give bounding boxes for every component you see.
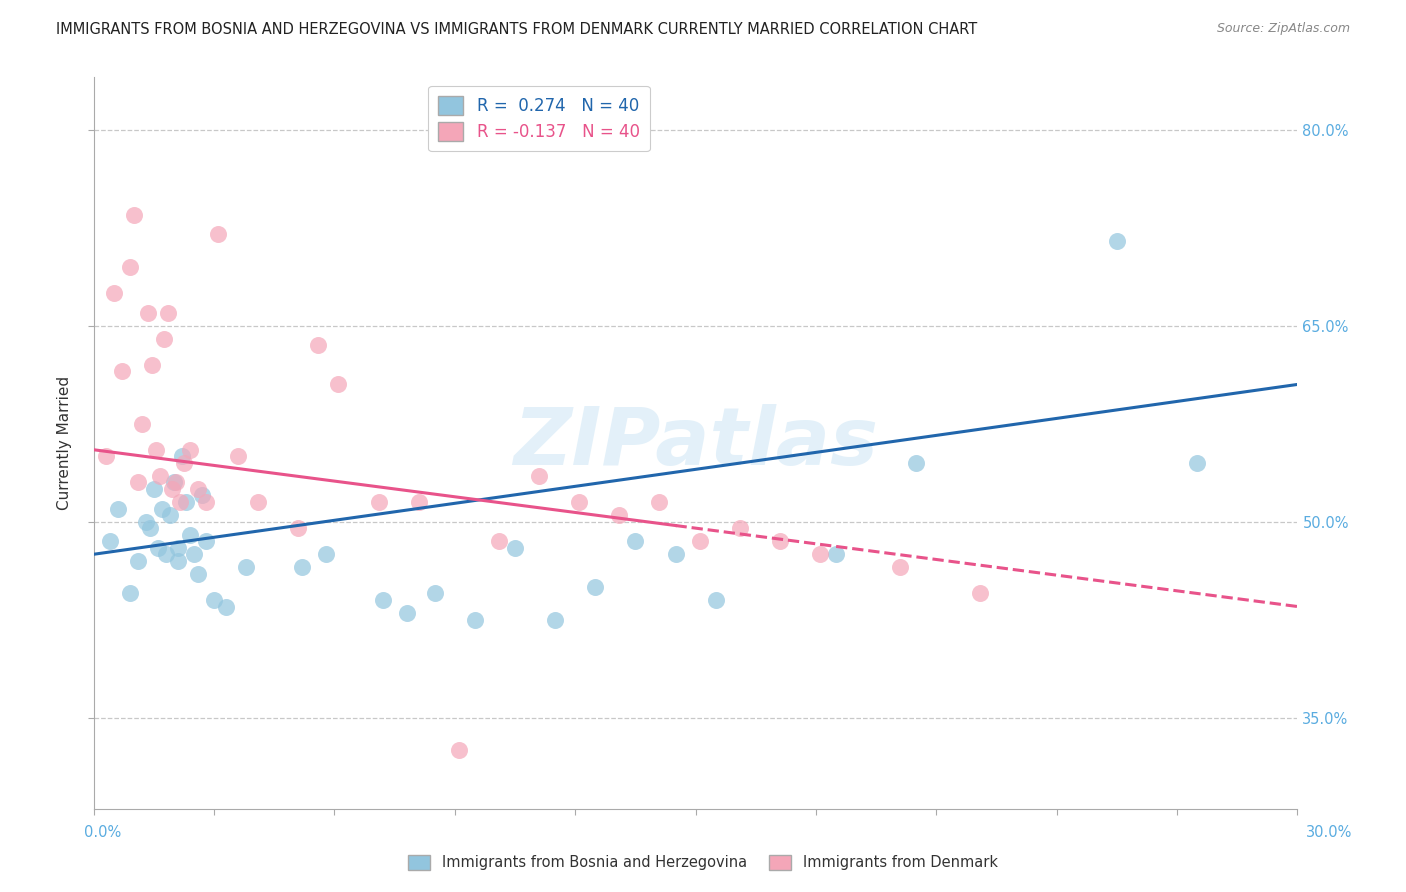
- Point: [195, 495, 218, 509]
- Point: [169, 495, 191, 509]
- Point: [315, 547, 337, 561]
- Point: [609, 508, 631, 522]
- Point: [1105, 234, 1128, 248]
- Point: [167, 541, 190, 555]
- Point: [969, 586, 991, 600]
- Point: [149, 468, 172, 483]
- Point: [187, 566, 209, 581]
- Point: [215, 599, 238, 614]
- Point: [139, 521, 162, 535]
- Point: [136, 305, 159, 319]
- Point: [156, 305, 179, 319]
- Point: [527, 468, 550, 483]
- Point: [170, 450, 193, 464]
- Point: [145, 442, 167, 457]
- Point: [769, 534, 792, 549]
- Text: Source: ZipAtlas.com: Source: ZipAtlas.com: [1216, 22, 1350, 36]
- Y-axis label: Currently Married: Currently Married: [58, 376, 72, 510]
- Point: [107, 501, 129, 516]
- Legend: R =  0.274   N = 40, R = -0.137   N = 40: R = 0.274 N = 40, R = -0.137 N = 40: [429, 86, 650, 151]
- Point: [135, 515, 157, 529]
- Point: [195, 534, 218, 549]
- Point: [226, 450, 249, 464]
- Point: [160, 482, 183, 496]
- Point: [118, 586, 141, 600]
- Point: [689, 534, 711, 549]
- Point: [423, 586, 446, 600]
- Point: [179, 527, 201, 541]
- Point: [142, 482, 165, 496]
- Point: [307, 338, 329, 352]
- Point: [98, 534, 121, 549]
- Point: [287, 521, 309, 535]
- Point: [447, 743, 470, 757]
- Point: [464, 613, 486, 627]
- Text: 0.0%: 0.0%: [84, 825, 121, 839]
- Point: [122, 208, 145, 222]
- Point: [371, 593, 394, 607]
- Point: [167, 554, 190, 568]
- Point: [704, 593, 727, 607]
- Point: [187, 482, 209, 496]
- Point: [165, 475, 187, 490]
- Point: [808, 547, 831, 561]
- Point: [648, 495, 671, 509]
- Point: [583, 580, 606, 594]
- Point: [408, 495, 430, 509]
- Point: [127, 475, 149, 490]
- Text: IMMIGRANTS FROM BOSNIA AND HERZEGOVINA VS IMMIGRANTS FROM DENMARK CURRENTLY MARR: IMMIGRANTS FROM BOSNIA AND HERZEGOVINA V…: [56, 22, 977, 37]
- Point: [889, 560, 911, 574]
- Point: [94, 450, 117, 464]
- Point: [202, 593, 225, 607]
- Point: [624, 534, 647, 549]
- Point: [488, 534, 510, 549]
- Point: [247, 495, 270, 509]
- Point: [131, 417, 153, 431]
- Point: [568, 495, 591, 509]
- Point: [163, 475, 186, 490]
- Point: [111, 364, 134, 378]
- Point: [728, 521, 751, 535]
- Point: [291, 560, 314, 574]
- Point: [118, 260, 141, 274]
- Text: 30.0%: 30.0%: [1306, 825, 1351, 839]
- Point: [146, 541, 169, 555]
- Point: [155, 547, 177, 561]
- Point: [127, 554, 149, 568]
- Point: [141, 358, 163, 372]
- Point: [150, 501, 173, 516]
- Point: [544, 613, 567, 627]
- Text: ZIPatlas: ZIPatlas: [513, 404, 879, 483]
- Point: [503, 541, 526, 555]
- Point: [207, 227, 229, 242]
- Point: [1185, 456, 1208, 470]
- Point: [174, 495, 197, 509]
- Point: [183, 547, 205, 561]
- Point: [179, 442, 201, 457]
- Point: [664, 547, 686, 561]
- Point: [825, 547, 848, 561]
- Point: [328, 377, 350, 392]
- Point: [395, 606, 418, 620]
- Point: [103, 285, 125, 300]
- Legend: Immigrants from Bosnia and Herzegovina, Immigrants from Denmark: Immigrants from Bosnia and Herzegovina, …: [402, 848, 1004, 876]
- Point: [173, 456, 195, 470]
- Point: [191, 488, 214, 502]
- Point: [367, 495, 389, 509]
- Point: [905, 456, 928, 470]
- Point: [235, 560, 257, 574]
- Point: [159, 508, 181, 522]
- Point: [153, 332, 176, 346]
